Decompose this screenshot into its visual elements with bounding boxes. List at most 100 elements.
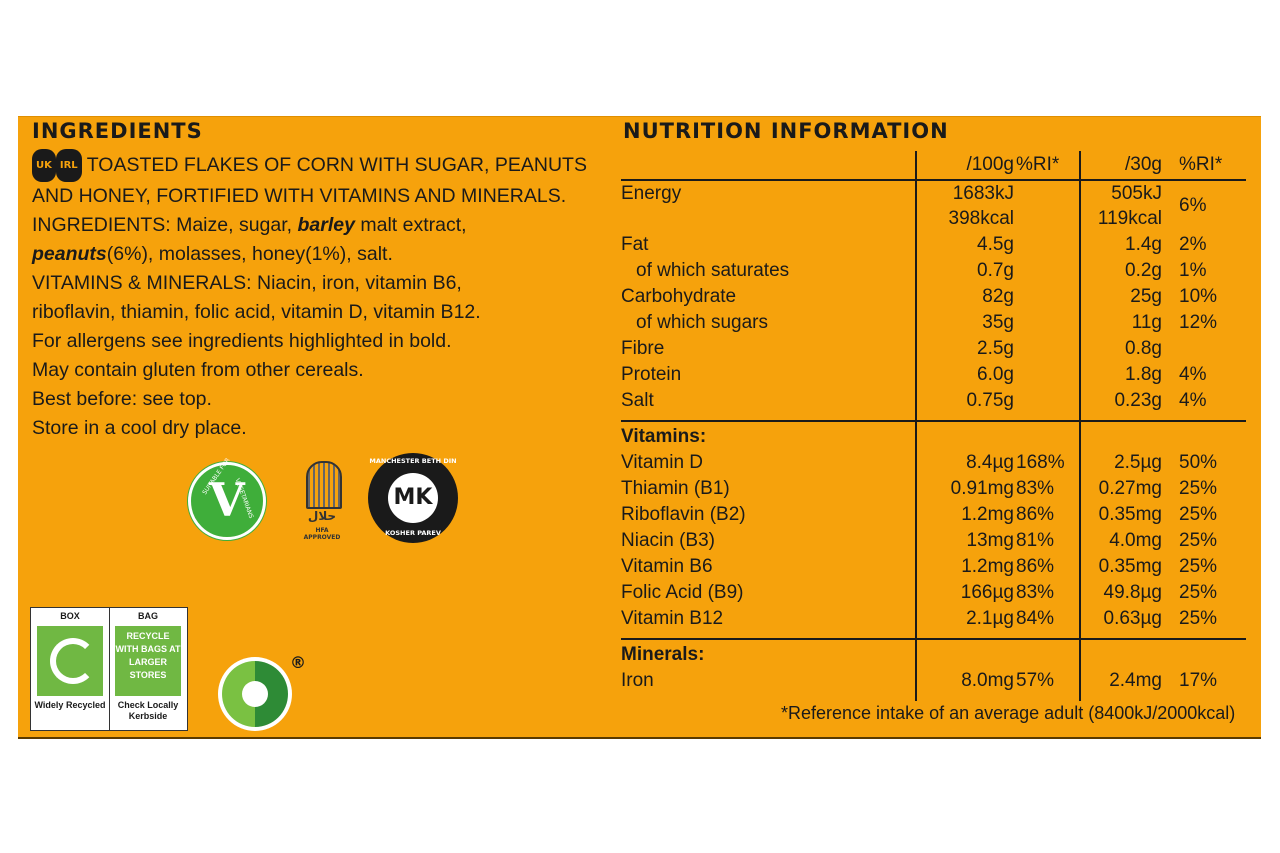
cell-ri-100g: 86% — [1016, 556, 1055, 577]
cell-per-30g: 0.23g — [1114, 390, 1162, 411]
cell-per-30g: 0.35mg — [1098, 504, 1162, 525]
cell-per-100g: 0.7g — [977, 260, 1014, 281]
row-label: of which saturates — [636, 260, 790, 281]
cell-per-100g: 1.2mg — [961, 504, 1014, 525]
table-row: Energy 1683kJ 505kJ — [621, 181, 1246, 207]
recycle-bag-footer: Check Locally Kerbside — [117, 700, 179, 721]
vitamins-heading: Vitamins: — [621, 426, 707, 447]
ingredients-line: riboflavin, thiamin, folic acid, vitamin… — [32, 301, 481, 323]
cell-per-100g: 8.0mg — [961, 670, 1014, 691]
section-heading: Minerals: — [621, 642, 1246, 668]
ingredients-line: VITAMINS & MINERALS: Niacin, iron, vitam… — [32, 272, 462, 294]
cell-per-30g: 11g — [1131, 312, 1162, 333]
recycle-bag-box: RECYCLE WITH BAGS AT LARGER STORES — [115, 626, 181, 696]
row-label: Fat — [621, 234, 649, 255]
gluten-note: May contain gluten from other cereals. — [32, 359, 364, 381]
row-label: Energy — [621, 183, 682, 204]
cell-per-100g: 4.5g — [977, 234, 1014, 255]
table-row: Thiamin (B1) 0.91mg 83% 0.27mg 25% — [621, 476, 1246, 502]
table-header: /100g %RI* /30g %RI* — [621, 151, 1246, 181]
cell-per-100g: 398kcal — [948, 208, 1015, 229]
nutrition-table: /100g %RI* /30g %RI* Energy 1683kJ 505kJ… — [621, 151, 1246, 701]
row-label: Thiamin (B1) — [621, 478, 730, 499]
ingredients-title: INGREDIENTS — [32, 119, 203, 143]
cell-per-30g: 0.35mg — [1098, 556, 1162, 577]
cell-ri-30g: 4% — [1179, 390, 1207, 411]
vegetarian-logo-icon: SUITABLE FOR V VEGETARIANS — [188, 457, 266, 540]
cell-per-30g: 4.0mg — [1109, 530, 1162, 551]
cell-ri-30g: 2% — [1179, 234, 1207, 255]
cell-per-100g: 13mg — [966, 530, 1014, 551]
header-per-100g: /100g — [966, 154, 1014, 175]
cell-per-30g: 2.5µg — [1114, 452, 1162, 473]
row-label: Vitamin B12 — [621, 608, 724, 629]
table-row: Fat 4.5g 1.4g 2% — [621, 232, 1246, 258]
product-description: TOASTED FLAKES OF CORN WITH SUGAR, PEANU… — [86, 154, 587, 176]
table-row: Protein 6.0g 1.8g 4% — [621, 362, 1246, 388]
header-per-30g: /30g — [1125, 154, 1162, 175]
green-dot-icon — [218, 657, 292, 731]
cell-per-30g: 0.8g — [1125, 338, 1162, 359]
pack-panel: INGREDIENTS UK IRL TOASTED FLAKES OF CORN… — [18, 116, 1261, 739]
cell-ri-100g: 86% — [1016, 504, 1055, 525]
allergen-peanuts: peanuts — [32, 243, 107, 265]
table-row: Fibre 2.5g 0.8g — [621, 336, 1246, 362]
cell-ri-30g: 12% — [1179, 312, 1218, 333]
table-row: Folic Acid (B9) 166µg 83% 49.8µg 25% — [621, 580, 1246, 606]
ingredients-line: AND HONEY, FORTIFIED WITH VITAMINS AND M… — [32, 185, 567, 207]
table-row: Vitamin B12 2.1µg 84% 0.63µg 25% — [621, 606, 1246, 632]
uk-badge: UK — [32, 149, 56, 182]
cell-ri-100g: 83% — [1016, 582, 1055, 603]
cell-ri-30g: 50% — [1179, 452, 1218, 473]
halal-caption: HFA APPROVED — [303, 527, 341, 541]
cell-ri-100g: 57% — [1016, 670, 1055, 691]
cell-ri-100g: 168% — [1016, 452, 1065, 473]
cell-per-30g: 505kJ — [1111, 183, 1162, 204]
cell-ri-100g: 84% — [1016, 608, 1055, 629]
column-divider — [915, 151, 917, 701]
table-row: Riboflavin (B2) 1.2mg 86% 0.35mg 25% — [621, 502, 1246, 528]
halal-arabic-text: حلال — [307, 509, 337, 523]
ingredients-text-part: (6%), molasses, honey(1%), salt. — [106, 243, 393, 265]
cell-ri-30g: 17% — [1179, 670, 1218, 691]
recycle-arrow-icon — [37, 626, 103, 696]
cell-per-100g: 82g — [982, 286, 1014, 307]
cell-ri-30g: 25% — [1179, 504, 1218, 525]
cell-ri-30g: 6% — [1179, 195, 1207, 216]
ingredients-text: UK IRL TOASTED FLAKES OF CORN WITH SUGAR,… — [32, 149, 622, 443]
cell-per-100g: 35g — [982, 312, 1014, 333]
row-label: Fibre — [621, 338, 665, 359]
irl-badge: IRL — [55, 149, 82, 182]
cell-ri-30g: 4% — [1179, 364, 1207, 385]
table-row: of which saturates 0.7g 0.2g 1% — [621, 258, 1246, 284]
header-ri-30g: %RI* — [1179, 154, 1223, 175]
ingredients-line: peanuts(6%), molasses, honey(1%), salt. — [32, 240, 622, 269]
best-before: Best before: see top. — [32, 388, 212, 410]
row-label: Protein — [621, 364, 682, 385]
cell-per-100g: 6.0g — [977, 364, 1014, 385]
cell-per-30g: 49.8µg — [1103, 582, 1163, 603]
minerals-heading: Minerals: — [621, 644, 705, 665]
recycle-box-footer: Widely Recycled — [34, 700, 106, 710]
mosque-dome-icon — [306, 461, 342, 509]
kosher-top-text: MANCHESTER BETH DIN — [369, 457, 457, 465]
cell-per-30g: 1.8g — [1125, 364, 1162, 385]
table-row: Vitamin D 8.4µg 168% 2.5µg 50% — [621, 450, 1246, 476]
kosher-logo-icon: MANCHESTER BETH DIN MK KOSHER PAREV — [368, 453, 458, 543]
cell-per-100g: 166µg — [960, 582, 1014, 603]
ingredients-line: INGREDIENTS: Maize, sugar, barley malt e… — [32, 211, 622, 240]
cell-ri-30g: 25% — [1179, 478, 1218, 499]
cell-per-30g: 0.2g — [1125, 260, 1162, 281]
table-row: Salt 0.75g 0.23g 4% — [621, 388, 1246, 414]
table-row: Carbohydrate 82g 25g 10% — [621, 284, 1246, 310]
cell-per-100g: 8.4µg — [966, 452, 1014, 473]
cell-per-100g: 1683kJ — [952, 183, 1014, 204]
table-row: 398kcal 119kcal 6% — [621, 195, 1246, 232]
cell-ri-30g: 25% — [1179, 582, 1218, 603]
row-label: Niacin (B3) — [621, 530, 715, 551]
allergen-note: For allergens see ingredients highlighte… — [32, 330, 452, 352]
cell-per-30g: 2.4mg — [1109, 670, 1162, 691]
column-divider — [1079, 151, 1081, 701]
ingredients-line: UK IRL TOASTED FLAKES OF CORN WITH SUGAR,… — [32, 149, 622, 182]
halal-logo-icon: حلال HFA APPROVED — [298, 461, 346, 541]
